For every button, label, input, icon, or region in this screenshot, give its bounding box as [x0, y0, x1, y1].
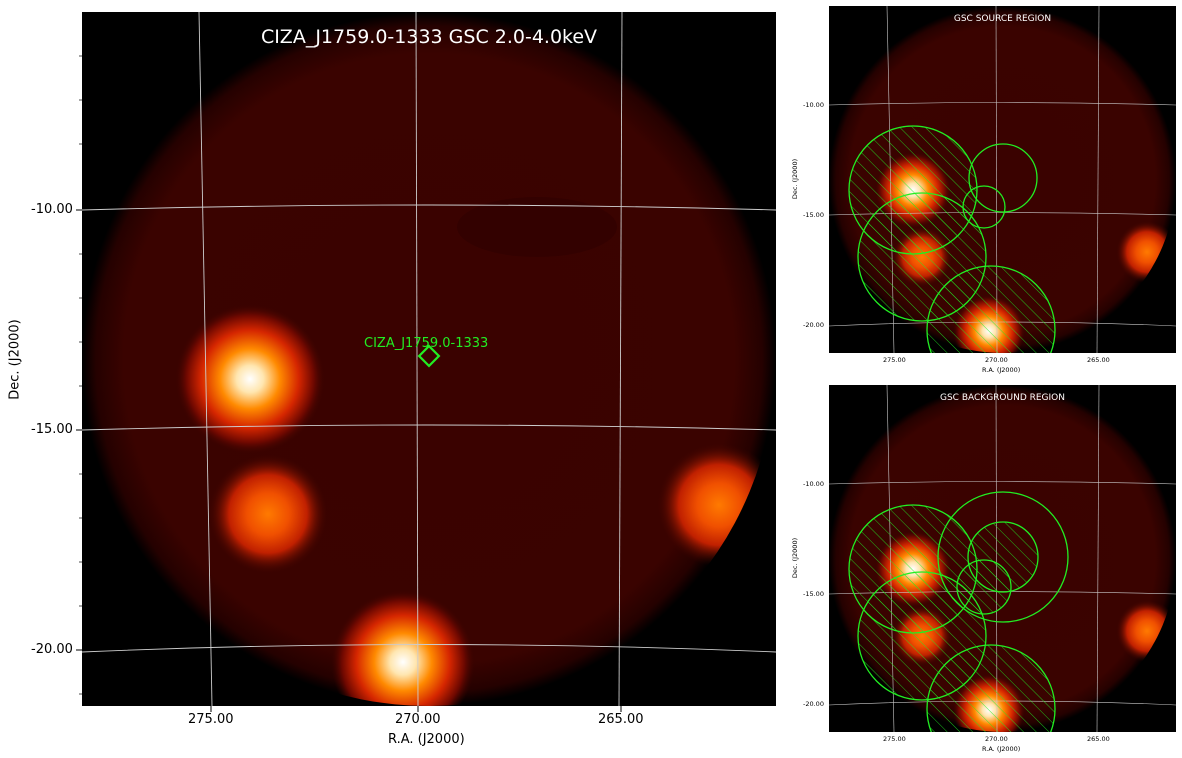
src-xtick-3: 265.00: [1087, 356, 1110, 364]
bkg-xtick-2: 270.00: [985, 735, 1008, 743]
bkg-xtick-1: 275.00: [883, 735, 906, 743]
bright-source-1: [175, 304, 325, 454]
main-ylabel: Dec. (J2000): [7, 319, 23, 400]
main-title: CIZA_J1759.0-1333 GSC 2.0-4.0keV: [260, 26, 598, 48]
src-xlabel: R.A. (J2000): [982, 366, 1021, 374]
src-xtick-2: 270.00: [985, 356, 1008, 364]
main-xtick-1: 275.00: [188, 712, 234, 727]
bkg-ytick-1: -10.00: [803, 480, 824, 488]
bkg-ytick-2: -15.00: [803, 590, 824, 598]
background-panel-title: GSC BACKGROUND REGION: [940, 393, 1065, 403]
source-2: [208, 454, 328, 574]
source-panel-title: GSC SOURCE REGION: [953, 14, 1052, 24]
src-ytick-2: -15.00: [803, 211, 824, 219]
main-xtick-2: 270.00: [395, 712, 441, 727]
target-marker-diamond: [417, 344, 441, 368]
main-image-panel: CIZA_J1759.0-1333 GSC 2.0-4.0keV CIZA_J1…: [82, 12, 776, 706]
bkg-xtick-3: 265.00: [1087, 735, 1110, 743]
background-region-image: [829, 385, 1176, 732]
bright-source-3: [331, 590, 475, 706]
main-sky-image: [82, 12, 776, 706]
bkg-ylabel: Dec. (J2000): [791, 537, 799, 579]
target-label: CIZA_J1759.0-1333: [364, 336, 489, 351]
source-region-panel: GSC SOURCE REGION: [829, 6, 1176, 353]
src-ytick-1: -10.00: [803, 101, 824, 109]
source-region-circles: [848, 125, 1056, 353]
background-region-panel: GSC BACKGROUND REGION: [829, 385, 1176, 732]
src-xtick-1: 275.00: [883, 356, 906, 364]
source-region-image: [829, 6, 1176, 353]
bkg-ytick-3: -20.00: [803, 700, 824, 708]
main-ytick-3: -20.00: [31, 642, 73, 657]
background-region-circles: [848, 491, 1069, 732]
bkg-xlabel: R.A. (J2000): [982, 745, 1021, 753]
src-ylabel: Dec. (J2000): [791, 158, 799, 200]
main-ytick-1: -10.00: [31, 202, 73, 217]
main-xtick-3: 265.00: [598, 712, 644, 727]
src-ytick-3: -20.00: [803, 321, 824, 329]
coordinate-grid: [82, 12, 776, 706]
main-ytick-2: -15.00: [31, 422, 73, 437]
main-xlabel: R.A. (J2000): [388, 732, 465, 747]
